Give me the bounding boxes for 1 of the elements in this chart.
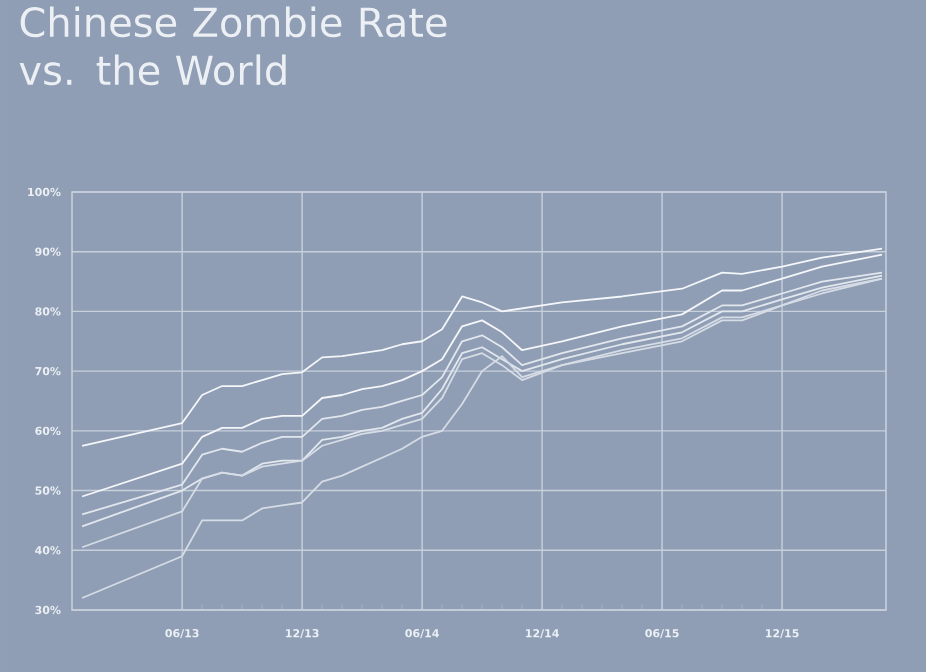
chart-title: Chinese Zombie Rate vs. the World [19, 6, 447, 86]
